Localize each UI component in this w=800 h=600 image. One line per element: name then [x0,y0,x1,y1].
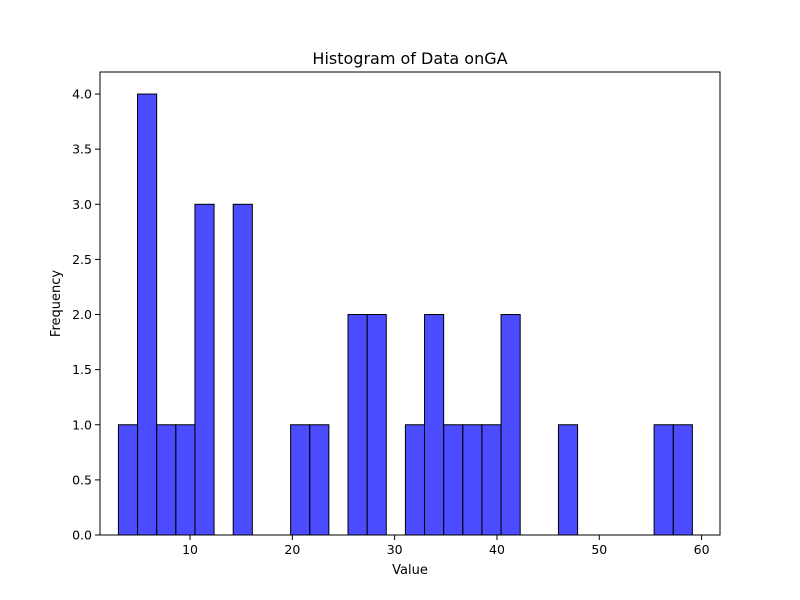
bars-layer [117,93,693,536]
plot-frame [99,71,721,536]
y-tick-label: 0.0 [72,528,92,543]
histogram-bar [672,424,693,536]
histogram-bar [175,424,196,536]
y-tick-label: 1.0 [72,417,92,432]
histogram-bar [117,424,139,536]
x-tick-label: 40 [489,542,505,557]
y-tick-label: 3.0 [72,197,92,212]
y-tick-label: 1.5 [72,362,92,377]
y-axis-label: Frequency [49,270,64,337]
chart-title: Histogram of Data onGA [312,49,507,68]
histogram-bar [366,314,387,536]
histogram-bar [309,424,330,536]
x-tick-label: 50 [591,542,607,557]
histogram-bar [232,203,253,536]
histogram-bar [653,424,674,536]
histogram-bar [194,203,215,536]
x-tick-label: 20 [284,542,300,557]
x-axis-label: Value [392,563,428,578]
histogram-bar [557,424,579,536]
x-tick-label: 30 [387,542,403,557]
x-tick-label: 60 [694,542,710,557]
histogram-bar [500,314,521,536]
y-tick-label: 2.5 [72,252,92,267]
x-tick-label: 10 [182,542,198,557]
histogram-bar [481,424,502,536]
y-tick-label: 2.0 [72,307,92,322]
histogram-bar [347,314,368,536]
histogram-bar [156,424,177,536]
histogram-bar [290,424,311,536]
histogram-bar [137,93,158,536]
y-tick-label: 3.5 [72,142,92,157]
histogram-bar [424,314,445,536]
y-axis: 0.0 0.5 1.0 1.5 2.0 2.5 3.0 3.5 4.0 [72,87,100,543]
histogram-bar [404,424,426,536]
histogram-bar [462,424,483,536]
x-axis: 10 20 30 40 50 60 [182,535,710,557]
histogram-bar [443,424,464,536]
y-tick-label: 0.5 [72,472,92,487]
y-tick-label: 4.0 [72,87,92,102]
